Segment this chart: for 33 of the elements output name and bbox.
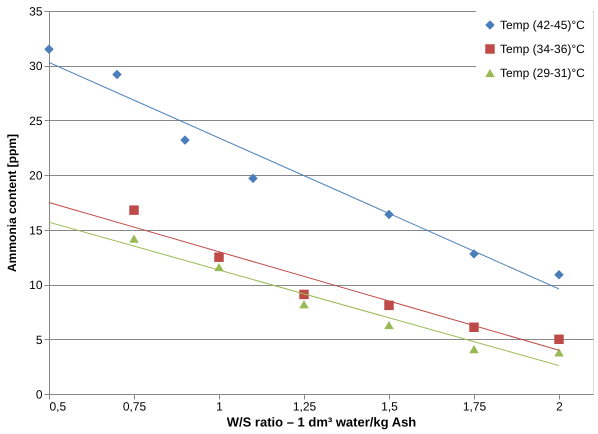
y-tick-label: 10 [29, 278, 43, 292]
x-tick-label: 0,75 [122, 400, 146, 414]
point [180, 135, 190, 145]
y-tick-label: 0 [36, 388, 43, 402]
x-tick-label: 1,25 [292, 400, 316, 414]
x-tick-label: 2 [556, 400, 564, 414]
x-axis-title: W/S ratio – 1 dm³ water/kg Ash [226, 414, 416, 430]
point [469, 345, 479, 354]
point [248, 174, 258, 184]
y-tick-label: 15 [29, 223, 43, 238]
legend-label: Temp (34-36)°C [500, 42, 586, 56]
y-tick-label: 25 [29, 114, 43, 128]
y-tick-label: 35 [29, 4, 43, 18]
point [299, 300, 309, 308]
x-tick-label: 0,5 [50, 400, 67, 414]
x-tick-label: 1,5 [381, 400, 398, 414]
point [112, 70, 122, 80]
x-tick-label: 1 [216, 400, 224, 414]
point [554, 270, 564, 280]
point [554, 348, 564, 357]
y-tick-label: 20 [29, 168, 43, 183]
point [214, 252, 224, 262]
point [44, 44, 54, 54]
x-tick-label: 1,75 [462, 400, 486, 414]
point [129, 234, 139, 243]
point [129, 205, 139, 215]
point [554, 334, 564, 344]
legend-label: Temp (29-31)°C [500, 66, 586, 80]
point [384, 320, 394, 330]
y-tick-label: 30 [29, 59, 43, 74]
legend-label: Temp (42-45)°C [500, 18, 586, 32]
y-axis-title: Ammonia content [ppm] [5, 134, 20, 272]
y-tick-label: 5 [36, 332, 43, 347]
